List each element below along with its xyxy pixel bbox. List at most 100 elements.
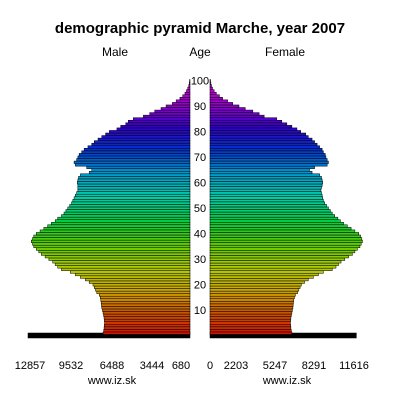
- female-bar-age-3: [209, 326, 292, 330]
- male-bar-age-87: [149, 112, 191, 116]
- male-bar-age-89: [160, 107, 191, 111]
- female-bar-age-44: [209, 222, 344, 226]
- female-bar-age-87: [209, 112, 260, 116]
- female-bar-age-71: [209, 153, 326, 157]
- female-bars: [209, 79, 363, 339]
- male-bar-age-17: [96, 290, 191, 294]
- female-bar-age-82: [209, 125, 293, 129]
- male-bar-age-19: [93, 285, 191, 289]
- male-bar-age-97: [187, 86, 191, 90]
- age-tick-100: 100: [191, 76, 209, 88]
- male-bar-age-58: [77, 186, 191, 190]
- female-bar-age-14: [209, 298, 295, 302]
- female-bar-age-65: [209, 168, 310, 172]
- male-bar-age-57: [77, 188, 191, 192]
- female-bar-age-49: [209, 209, 331, 213]
- male-bar-age-38: [32, 237, 191, 241]
- female-axis-tick: 11616: [339, 360, 369, 372]
- male-bar-age-15: [100, 295, 191, 300]
- male-bar-age-70: [77, 155, 191, 159]
- female-bar-age-88: [209, 109, 254, 113]
- female-bar-age-1: [209, 331, 293, 335]
- female-bar-age-19: [209, 285, 301, 289]
- age-tick-40: 40: [194, 229, 206, 241]
- female-bar-age-89: [209, 107, 246, 111]
- female-bar-age-9: [209, 311, 293, 315]
- female-bar-age-39: [209, 234, 361, 238]
- female-axis-tick: 8291: [302, 360, 326, 372]
- age-tick-30: 30: [194, 254, 206, 266]
- age-tick-20: 20: [194, 280, 206, 292]
- male-bar-age-1: [102, 331, 191, 335]
- male-bar-age-33: [38, 250, 191, 254]
- female-bar-age-28: [209, 262, 339, 266]
- female-bar-age-99: [209, 81, 212, 85]
- male-bar-age-10: [102, 308, 191, 312]
- male-bar-age-88: [154, 109, 191, 113]
- female-bar-age-17: [209, 290, 298, 294]
- female-bar-age-15: [209, 295, 295, 300]
- male-label: Male: [102, 45, 128, 59]
- male-bar-age-26: [61, 267, 191, 271]
- female-bar-age-78: [209, 135, 309, 139]
- female-bar-age-10: [209, 308, 293, 312]
- male-bar-age-61: [77, 178, 191, 182]
- male-bar-age-23: [80, 275, 191, 279]
- male-bar-age-52: [71, 201, 191, 205]
- age-tick-80: 80: [194, 127, 206, 139]
- male-bar-age-53: [72, 199, 191, 203]
- male-bar-age-98: [188, 84, 191, 88]
- male-bar-age-48: [63, 211, 191, 215]
- male-bar-age-45: [54, 219, 191, 223]
- female-axis-tick: 5247: [263, 360, 287, 372]
- male-axis-tick: 3444: [140, 360, 164, 372]
- male-bar-age-95: [184, 91, 191, 95]
- male-bar-age-94: [182, 94, 191, 98]
- female-bar-age-24: [209, 273, 319, 277]
- female-bar-age-84: [209, 120, 283, 124]
- female-bar-age-37: [209, 239, 363, 243]
- male-bar-age-67: [75, 163, 191, 167]
- male-bar-age-7: [103, 316, 191, 320]
- male-bar-age-18: [95, 288, 191, 292]
- male-bar-age-46: [57, 216, 191, 220]
- male-bar-age-65: [91, 168, 191, 172]
- female-bar-age-62: [209, 176, 322, 180]
- female-bar-age-91: [209, 102, 233, 106]
- female-bar-age-5: [209, 321, 291, 325]
- female-bar-age-79: [209, 132, 307, 136]
- male-bar-age-75: [91, 142, 191, 146]
- female-bar-age-58: [209, 186, 322, 190]
- age-axis: 10 20 30 40 50 60 70 80 90 100: [191, 76, 209, 318]
- female-bar-age-32: [209, 252, 353, 256]
- female-bar-age-97: [209, 86, 213, 90]
- female-bar-age-35: [209, 244, 361, 248]
- female-bar-age-86: [209, 114, 265, 118]
- female-bar-age-25: [209, 270, 324, 274]
- male-bar-age-80: [109, 130, 191, 134]
- male-bar-age-76: [93, 140, 191, 144]
- female-bar-age-22: [209, 278, 309, 282]
- male-bar-age-92: [175, 99, 191, 103]
- female-axis: 0 2203 5247 8291 11616: [207, 360, 369, 372]
- female-bar-age-100: [209, 79, 211, 83]
- male-bar-age-31: [44, 255, 191, 259]
- female-bar-age-98: [209, 84, 212, 88]
- female-bar-age-61: [209, 178, 323, 182]
- male-bar-age-35: [33, 244, 191, 248]
- male-bar-age-28: [54, 262, 191, 266]
- male-bar-age-25: [70, 270, 191, 274]
- female-bar-age-8: [209, 313, 292, 317]
- female-bar-age-94: [209, 94, 220, 98]
- female-bar-age-2: [209, 329, 292, 333]
- age-tick-70: 70: [194, 152, 206, 164]
- male-bar-age-34: [36, 247, 191, 251]
- male-bar-age-82: [120, 125, 191, 129]
- male-bar-age-69: [76, 158, 191, 162]
- male-axis-tick: 6488: [100, 360, 124, 372]
- male-bars: [27, 79, 191, 339]
- female-bar-age-12: [209, 303, 294, 307]
- male-bar-age-66: [86, 165, 191, 169]
- female-bar-age-92: [209, 99, 228, 103]
